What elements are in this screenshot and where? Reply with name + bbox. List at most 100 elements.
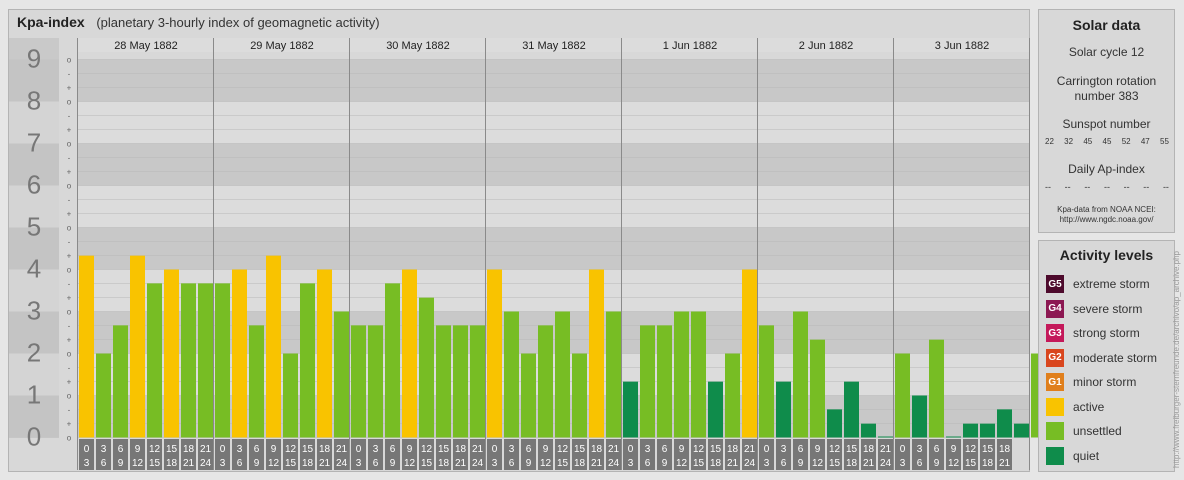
- y-tick-label: 3: [27, 296, 41, 326]
- hour-cell: [538, 439, 553, 470]
- kp-bar: [453, 325, 468, 438]
- kp-bar: [470, 325, 485, 438]
- source-watermark: http://www.freiburger-sternfreunde.de/ar…: [1172, 250, 1181, 468]
- hour-cell: [589, 439, 604, 470]
- minor-tick-label: -: [68, 280, 71, 289]
- hour-end-label: 9: [254, 458, 260, 469]
- hour-start-label: 18: [591, 444, 603, 455]
- kp-bar: [436, 325, 451, 438]
- minor-tick-label: o: [67, 224, 72, 233]
- kp-bar: [300, 283, 315, 438]
- kp-bar: [96, 353, 111, 438]
- hour-cell: [283, 439, 298, 470]
- kp-bar: [657, 325, 672, 438]
- minor-tick-label: -: [68, 154, 71, 163]
- kp-bar: [334, 311, 349, 438]
- hour-start-label: 6: [798, 444, 804, 455]
- hour-end-label: 21: [863, 458, 875, 469]
- ap-value: --: [1045, 182, 1051, 192]
- hour-end-label: 6: [237, 458, 243, 469]
- hour-cell: [810, 439, 825, 470]
- chart-subtitle: (planetary 3-hourly index of geomagnetic…: [96, 15, 380, 30]
- minor-tick-label: +: [67, 336, 72, 345]
- hour-end-label: 9: [526, 458, 532, 469]
- kp-bar: [589, 269, 604, 438]
- sunspot-value: 22: [1045, 137, 1054, 146]
- kp-bar: [385, 283, 400, 438]
- hour-start-label: 15: [574, 444, 586, 455]
- ap-value: --: [1064, 182, 1071, 192]
- hour-cell: [555, 439, 570, 470]
- hour-start-label: 0: [764, 444, 770, 455]
- hour-cell: [929, 439, 944, 470]
- hour-cell: [181, 439, 196, 470]
- kp-bar: [708, 381, 723, 438]
- kp-bar: [810, 339, 825, 438]
- kp-bar: [368, 325, 383, 438]
- hour-end-label: 3: [220, 458, 226, 469]
- kp-bar: [504, 311, 519, 438]
- hour-end-label: 15: [693, 458, 705, 469]
- hour-cell: [623, 439, 638, 470]
- sunspot-value: 47: [1140, 137, 1150, 146]
- y-axis-band: [9, 269, 59, 312]
- minor-tick-label: o: [67, 308, 72, 317]
- kp-bar: [164, 269, 179, 438]
- hour-cell: [674, 439, 689, 470]
- hour-cell: [776, 439, 791, 470]
- hour-end-label: 3: [900, 458, 906, 469]
- hour-cell: [759, 439, 774, 470]
- minor-tick-label: +: [67, 420, 72, 429]
- hour-cell: [368, 439, 383, 470]
- hour-start-label: 9: [543, 444, 549, 455]
- ap-values: -- -- -- -- -- -- --: [1045, 182, 1169, 192]
- hour-cell: [96, 439, 111, 470]
- hour-start-label: 21: [336, 444, 348, 455]
- kp-bar: [827, 409, 842, 438]
- kp-bar: [402, 269, 417, 438]
- day-label: 1 Jun 1882: [663, 40, 717, 52]
- data-credit-line2[interactable]: http://www.ngdc.noaa.gov/: [1059, 215, 1154, 224]
- minor-tick-label: -: [68, 322, 71, 331]
- hour-start-label: 3: [237, 444, 243, 455]
- kp-bar: [606, 311, 621, 438]
- day-label: 3 Jun 1882: [935, 40, 989, 52]
- kp-bar: [351, 325, 366, 438]
- hour-end-label: 6: [509, 458, 515, 469]
- hour-start-label: 6: [934, 444, 940, 455]
- activity-levels-panel: Activity levels G5 extreme storm G4 severe …: [1038, 240, 1175, 472]
- hour-cell: [436, 439, 451, 470]
- hour-end-label: 15: [285, 458, 297, 469]
- day-label: 28 May 1882: [114, 40, 178, 52]
- hour-start-label: 0: [220, 444, 226, 455]
- carrington-line2: number 383: [1074, 89, 1139, 103]
- chart-header: Kpa-index (planetary 3-hourly index of g…: [17, 14, 380, 30]
- kp-bar: [113, 325, 128, 438]
- minor-tick-label: +: [67, 126, 72, 135]
- hour-start-label: 18: [863, 444, 875, 455]
- legend-item: G2 moderate storm: [1046, 348, 1157, 368]
- hour-cell: [419, 439, 434, 470]
- legend-label: severe storm: [1073, 301, 1143, 316]
- kp-bar: [861, 423, 876, 438]
- kp-bar: [538, 325, 553, 438]
- hour-end-label: 24: [744, 458, 756, 469]
- legend-label: strong storm: [1073, 326, 1140, 340]
- legend-item: unsettled: [1046, 421, 1122, 441]
- legend-label: unsettled: [1073, 424, 1122, 438]
- y-tick-label: 5: [27, 212, 41, 242]
- solar-data-heading: Solar data: [1072, 17, 1141, 33]
- hour-start-label: 3: [373, 444, 379, 455]
- hour-cell: [266, 439, 281, 470]
- y-tick-label: 1: [27, 380, 41, 410]
- sunspot-value: 45: [1102, 137, 1112, 146]
- hour-cell: [215, 439, 230, 470]
- legend-item: G1 minor storm: [1046, 372, 1136, 392]
- hour-cell: [402, 439, 417, 470]
- hour-end-label: 21: [183, 458, 195, 469]
- hour-cell: [640, 439, 655, 470]
- kp-bar: [555, 311, 570, 438]
- kp-bar: [249, 325, 264, 438]
- hour-start-label: 15: [710, 444, 722, 455]
